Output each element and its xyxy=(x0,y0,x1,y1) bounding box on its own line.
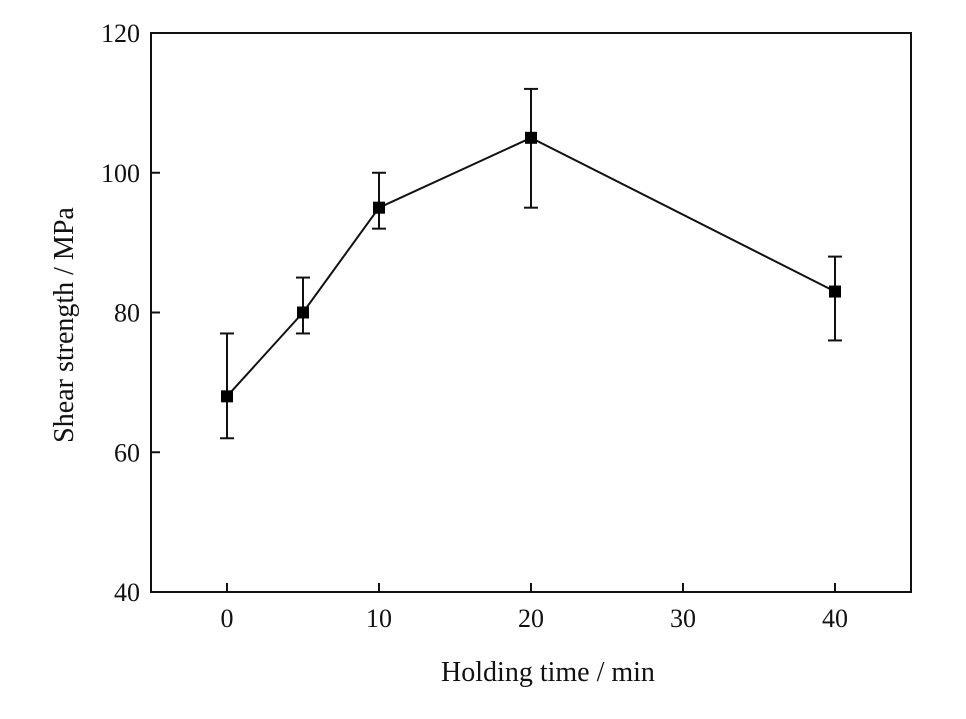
y-tick-label-100: 100 xyxy=(101,159,140,188)
x-tick-label-20: 20 xyxy=(518,604,544,633)
y-axis-label: Shear strength / MPa xyxy=(49,207,80,443)
data-point-3 xyxy=(525,131,537,144)
x-tick-label-0: 0 xyxy=(221,604,234,633)
data-point-2 xyxy=(373,201,385,214)
data-point-1 xyxy=(297,306,309,319)
data-point-0 xyxy=(221,390,233,403)
markers-group xyxy=(221,131,841,403)
y-tick-label-60: 60 xyxy=(114,438,140,467)
ticks-group: 0 10 20 30 40 40 60 80 100 120 xyxy=(101,19,848,633)
data-point-4 xyxy=(829,285,841,298)
y-tick-label-40: 40 xyxy=(114,578,140,607)
y-tick-label-120: 120 xyxy=(101,19,140,48)
x-tick-label-10: 10 xyxy=(366,604,392,633)
x-axis-label: Holding time / min xyxy=(441,657,655,688)
y-tick-label-80: 80 xyxy=(114,299,140,328)
error-bars-group xyxy=(220,87,842,440)
x-tick-label-40: 40 xyxy=(822,604,848,633)
x-tick-label-30: 30 xyxy=(670,604,696,633)
